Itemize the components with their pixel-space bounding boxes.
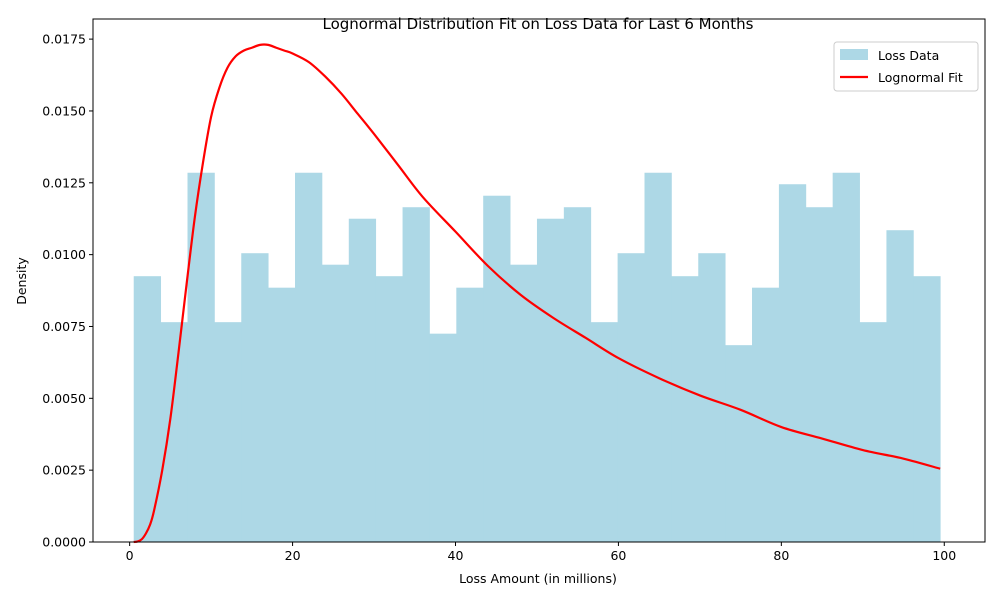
histogram-bar xyxy=(483,195,511,542)
legend-label-lognormal-fit: Lognormal Fit xyxy=(878,70,963,85)
histogram-bar xyxy=(778,184,807,542)
histogram-bar xyxy=(698,253,726,542)
y-tick-label: 0.0000 xyxy=(42,535,86,550)
x-tick-label: 100 xyxy=(932,548,956,563)
histogram-bar xyxy=(832,172,860,542)
x-axis-ticks: 0 20 40 60 80 100 xyxy=(126,542,956,563)
x-tick-label: 0 xyxy=(126,548,134,563)
x-tick-label: 40 xyxy=(448,548,464,563)
y-axis-label: Density xyxy=(14,257,29,305)
histogram-bar xyxy=(510,264,538,542)
histogram-bar xyxy=(671,276,699,542)
histogram-bar xyxy=(752,287,780,542)
histogram-bar xyxy=(805,207,834,542)
histogram-bar xyxy=(590,322,619,542)
y-axis-ticks: 0.0000 0.0025 0.0050 0.0075 0.0100 0.0125 0.01… xyxy=(42,32,93,550)
histogram-bar xyxy=(913,276,941,542)
x-tick-label: 20 xyxy=(285,548,301,563)
y-tick-label: 0.0050 xyxy=(42,391,86,406)
plot-frame xyxy=(92,18,986,543)
histogram-bar xyxy=(187,172,215,542)
y-tick-label: 0.0150 xyxy=(42,103,86,118)
histogram-bar xyxy=(160,322,188,542)
x-tick-label: 80 xyxy=(773,548,789,563)
histogram-bar xyxy=(859,322,887,542)
histogram-bar xyxy=(295,172,323,542)
histogram-bar xyxy=(268,287,296,542)
legend-box xyxy=(833,41,979,92)
histogram-bar xyxy=(375,276,403,542)
y-tick-label: 0.0025 xyxy=(42,463,86,478)
legend: Loss Data Lognormal Fit xyxy=(833,41,979,92)
histogram-bar xyxy=(536,218,565,542)
y-tick-label: 0.0125 xyxy=(42,175,86,190)
histogram-bar xyxy=(402,207,430,542)
y-tick-label: 0.0075 xyxy=(42,319,86,334)
histogram-bar xyxy=(563,207,592,542)
histogram-bars xyxy=(133,172,941,542)
histogram-bar xyxy=(214,322,242,542)
chart-title: Lognormal Distribution Fit on Loss Data … xyxy=(322,15,753,33)
histogram-bar xyxy=(321,264,350,542)
histogram-bar xyxy=(617,253,645,542)
legend-label-loss-data: Loss Data xyxy=(878,48,939,63)
legend-swatch-loss-data xyxy=(840,49,868,60)
x-tick-label: 60 xyxy=(610,548,626,563)
histogram-bar xyxy=(241,253,269,542)
histogram-bar xyxy=(456,287,484,542)
histogram-bar xyxy=(886,230,914,542)
histogram-bar xyxy=(429,333,457,542)
lognormal-fit-line xyxy=(133,43,941,544)
histogram-bar xyxy=(644,172,672,542)
y-tick-label: 0.0100 xyxy=(42,247,86,262)
y-tick-label: 0.0175 xyxy=(42,32,86,47)
histogram-bar xyxy=(725,345,753,542)
x-axis-label: Loss Amount (in millions) xyxy=(459,571,617,586)
histogram-bar xyxy=(348,218,377,542)
